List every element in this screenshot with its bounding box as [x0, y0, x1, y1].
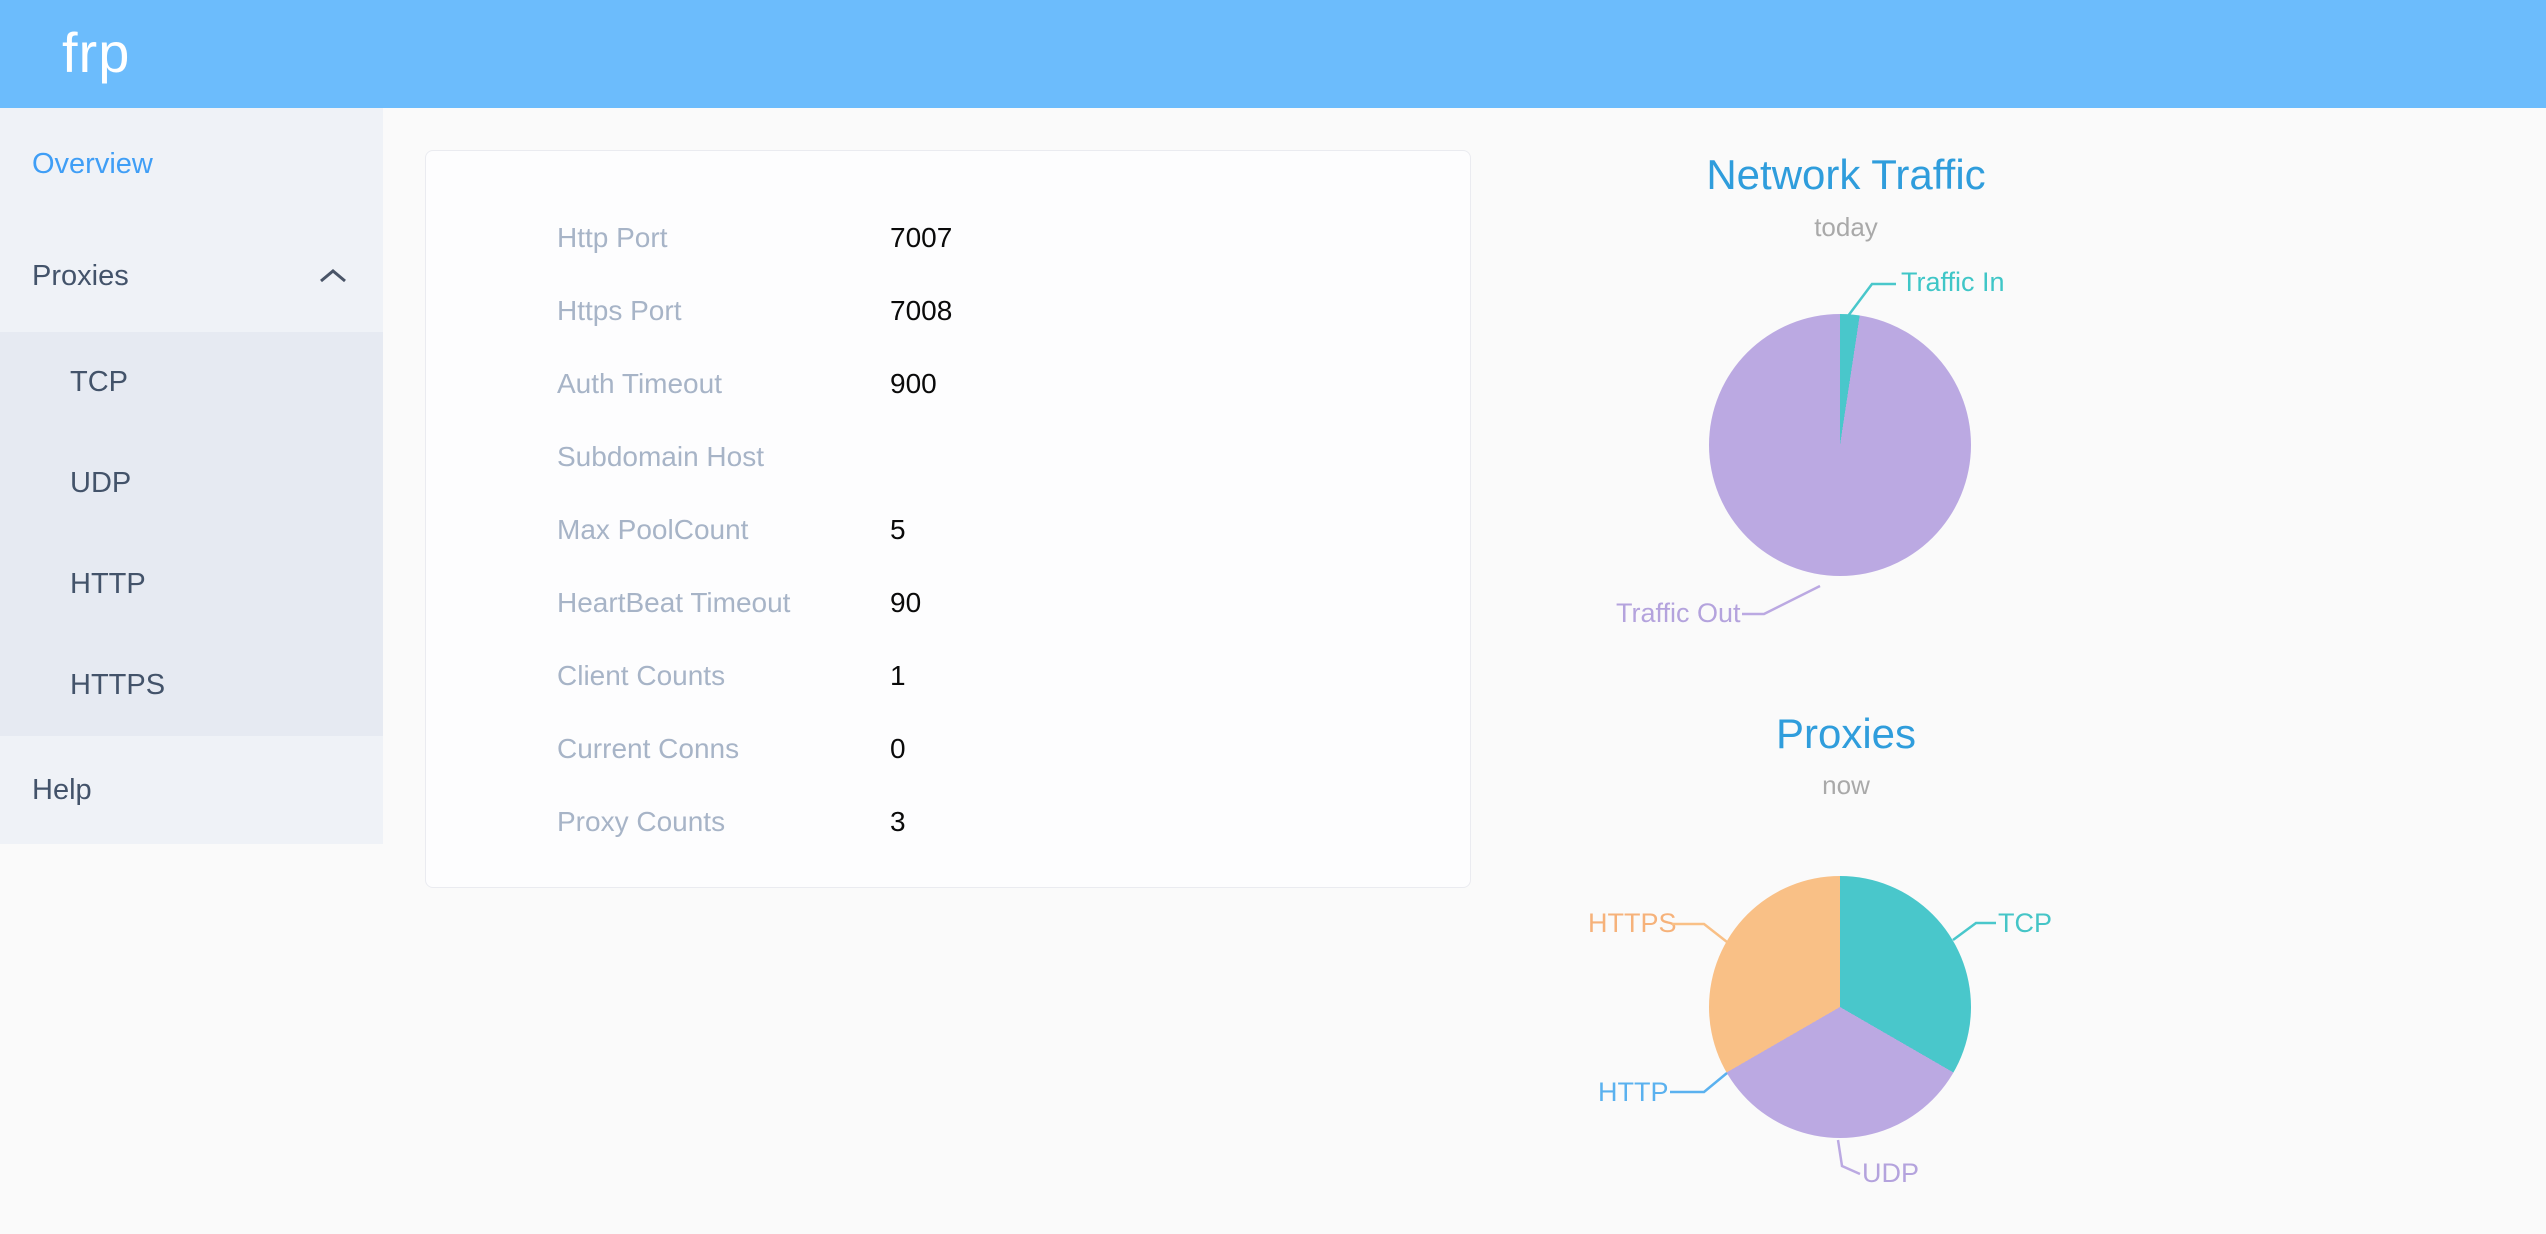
network-traffic-pie: [1709, 314, 1971, 576]
config-value: 7007: [890, 221, 953, 253]
sidebar-item-udp[interactable]: UDP: [0, 433, 383, 534]
config-label: Current Conns: [557, 732, 740, 764]
config-value: 900: [890, 367, 937, 399]
sidebar-item-overview-label: Overview: [32, 148, 153, 180]
proxies-chart-subtitle: now: [1822, 770, 1870, 800]
callout-line-udp: [1836, 1139, 1861, 1176]
config-row: Http Port 7007: [426, 201, 1470, 274]
config-row: Client Counts 1: [426, 639, 1470, 712]
config-row: Proxy Counts 3: [426, 785, 1470, 858]
config-label: Proxy Counts: [557, 805, 726, 837]
config-value: 0: [890, 732, 906, 764]
sidebar-item-http-label: HTTP: [70, 568, 146, 600]
config-row: Subdomain Host: [426, 420, 1470, 493]
callout-line-http: [1670, 1072, 1728, 1094]
config-label: Max PoolCount: [557, 513, 749, 545]
config-label: Subdomain Host: [557, 440, 765, 472]
pie-label-udp: UDP: [1862, 1158, 1920, 1188]
pie-label-http: HTTP: [1598, 1077, 1669, 1107]
proxies-pie: [1709, 876, 1971, 1138]
callout-line-traffic-out: [1742, 584, 1821, 616]
sidebar-nav: Overview Proxies TCP UDP HTTP HTTPS Help: [0, 108, 383, 844]
config-row: Auth Timeout 900: [426, 347, 1470, 420]
sidebar-item-help[interactable]: Help: [0, 736, 383, 844]
config-label: Http Port: [557, 221, 668, 253]
server-config-card: Http Port 7007 Https Port 7008 Auth Timeou…: [425, 150, 1471, 888]
config-value: 3: [890, 805, 906, 837]
pie-label-https: HTTPS: [1588, 908, 1677, 938]
config-value: 90: [890, 586, 922, 618]
config-label: Https Port: [557, 294, 682, 326]
config-label: Client Counts: [557, 659, 726, 691]
sidebar-item-tcp[interactable]: TCP: [0, 332, 383, 433]
sidebar-item-proxies-label: Proxies: [32, 260, 129, 292]
config-label: Auth Timeout: [557, 367, 722, 399]
sidebar-item-udp-label: UDP: [70, 467, 132, 499]
network-traffic-subtitle: today: [1814, 212, 1878, 242]
sidebar-item-https-label: HTTPS: [70, 669, 166, 701]
sidebar-item-https[interactable]: HTTPS: [0, 635, 383, 736]
config-label: HeartBeat Timeout: [557, 586, 791, 618]
proxies-chart-title: Proxies: [1775, 710, 1917, 757]
pie-label-traffic-in: Traffic In: [1901, 267, 2005, 297]
callout-line-traffic-in: [1847, 282, 1896, 317]
sidebar-item-tcp-label: TCP: [70, 366, 128, 398]
sidebar-proxies-submenu: TCP UDP HTTP HTTPS: [0, 332, 383, 736]
config-value: 1: [890, 659, 906, 691]
config-value: 7008: [890, 294, 953, 326]
pie-label-traffic-out: Traffic Out: [1616, 598, 1741, 628]
callout-line-https: [1672, 922, 1728, 943]
network-traffic-title: Network Traffic: [1706, 151, 1986, 198]
config-row: Current Conns 0: [426, 712, 1470, 785]
pie-label-tcp: TCP: [1998, 908, 2052, 938]
sidebar-item-proxies[interactable]: Proxies: [0, 220, 383, 332]
callout-line-tcp: [1952, 921, 1996, 942]
config-row: Https Port 7008: [426, 274, 1470, 347]
app-logo: frp: [62, 21, 131, 84]
config-row: HeartBeat Timeout 90: [426, 566, 1470, 639]
sidebar-item-overview[interactable]: Overview: [0, 108, 383, 220]
app-header: frp: [0, 0, 2546, 108]
sidebar-item-http[interactable]: HTTP: [0, 534, 383, 635]
chevron-up-icon: [320, 269, 346, 283]
sidebar-item-help-label: Help: [32, 774, 92, 806]
config-value: 5: [890, 513, 906, 545]
config-row: Max PoolCount 5: [426, 493, 1470, 566]
